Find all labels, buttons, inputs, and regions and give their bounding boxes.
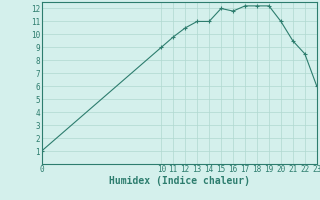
X-axis label: Humidex (Indice chaleur): Humidex (Indice chaleur) bbox=[109, 176, 250, 186]
